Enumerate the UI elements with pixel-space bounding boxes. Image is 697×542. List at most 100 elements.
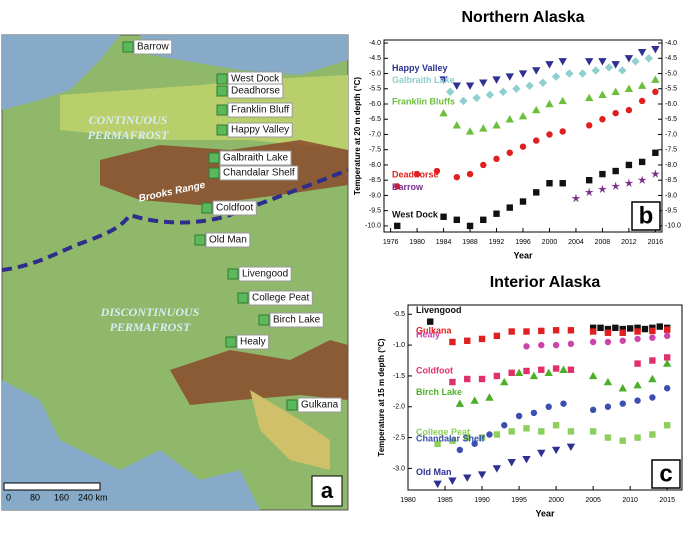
scale-label: 0 (6, 492, 11, 502)
point (525, 81, 534, 90)
station-label-box (227, 102, 293, 118)
point (523, 343, 530, 350)
point (589, 328, 597, 335)
point (508, 428, 515, 435)
point (633, 380, 642, 389)
point (453, 216, 461, 224)
point (506, 149, 513, 156)
point (493, 332, 501, 340)
point (585, 122, 593, 129)
point (604, 434, 612, 441)
station-label-box (238, 266, 292, 282)
point (604, 338, 612, 346)
highlands (250, 390, 330, 470)
station-label: Old Man (209, 235, 247, 246)
point (514, 368, 524, 377)
point (566, 443, 576, 452)
point (485, 90, 495, 100)
point (538, 366, 545, 373)
x-tick-label: 1980 (400, 497, 416, 504)
point (466, 222, 474, 230)
point (493, 155, 500, 163)
station-label-box (269, 312, 324, 328)
y-tick-label: -6.5 (369, 116, 381, 123)
x-axis-label: Year (513, 250, 533, 260)
point (478, 335, 486, 343)
point (519, 198, 527, 205)
chart: Interior Alaska -0.5 -1.0 -1.5 -2.0 -2.5 -3.0 1… (377, 274, 683, 518)
y-tick-label: -10.0 (365, 223, 381, 230)
x-tick-label: 1985 (437, 497, 453, 504)
x-tick-label: 1996 (515, 239, 531, 246)
station-label: Gulkana (301, 400, 339, 411)
point (589, 324, 597, 332)
point (545, 403, 552, 410)
y2-tick-label: -9.5 (665, 208, 677, 215)
point (434, 440, 441, 447)
point (559, 180, 566, 187)
point (394, 183, 401, 190)
point (522, 455, 531, 464)
point (449, 378, 456, 386)
point (663, 354, 671, 361)
point (471, 440, 478, 447)
point (584, 187, 594, 197)
x-tick-label: 2012 (621, 239, 637, 246)
point (597, 184, 607, 194)
point (523, 367, 530, 375)
point (599, 116, 606, 123)
point (634, 328, 641, 335)
y-axis-label: Temperature at 15 m depth (°C) (377, 338, 386, 457)
point (538, 428, 545, 435)
point (649, 431, 656, 438)
point (464, 434, 471, 441)
point (559, 365, 568, 373)
point (618, 66, 627, 75)
point (619, 337, 626, 344)
y-tick-label: -7.0 (369, 131, 381, 138)
station-label: Franklin Bluff (231, 105, 289, 116)
point (649, 327, 656, 335)
point (445, 87, 455, 97)
x-tick-label: 2005 (585, 497, 601, 504)
point (532, 105, 541, 114)
panel-label-box (311, 475, 343, 507)
x-tick-label: 1980 (409, 239, 425, 246)
point (559, 128, 566, 135)
chart-title: Interior Alaska (490, 274, 601, 291)
point (479, 124, 488, 132)
point (493, 372, 501, 380)
station-marker (216, 73, 228, 85)
station-label: Deadhorse (231, 86, 280, 97)
station-marker (216, 104, 228, 116)
point (649, 334, 656, 341)
point (523, 425, 530, 432)
x-tick-label: 2000 (542, 239, 558, 246)
point (638, 158, 646, 166)
y2-tick-label: -7.5 (665, 147, 677, 154)
station-marker (122, 41, 134, 53)
point (506, 204, 513, 211)
station-label-box (248, 290, 313, 306)
point (567, 327, 575, 334)
series-label: West Dock (392, 209, 439, 219)
station-label: College Peat (252, 293, 309, 304)
station-label: Barrow (137, 42, 169, 53)
station-label-box (133, 39, 173, 55)
y-tick-label: -1.5 (393, 373, 405, 380)
y-tick-label: -4.5 (369, 55, 381, 62)
point (546, 180, 553, 187)
point (634, 397, 641, 404)
point (485, 393, 494, 401)
station-label-box (227, 83, 284, 99)
point (650, 169, 660, 178)
y2-tick-label: -8.0 (665, 162, 677, 169)
point (427, 318, 434, 325)
station-label: Happy Valley (231, 125, 289, 136)
point (464, 375, 471, 383)
point (486, 431, 493, 438)
y-tick-label: -1.0 (393, 342, 405, 349)
point (452, 121, 462, 129)
point (638, 97, 646, 105)
point (508, 328, 515, 335)
